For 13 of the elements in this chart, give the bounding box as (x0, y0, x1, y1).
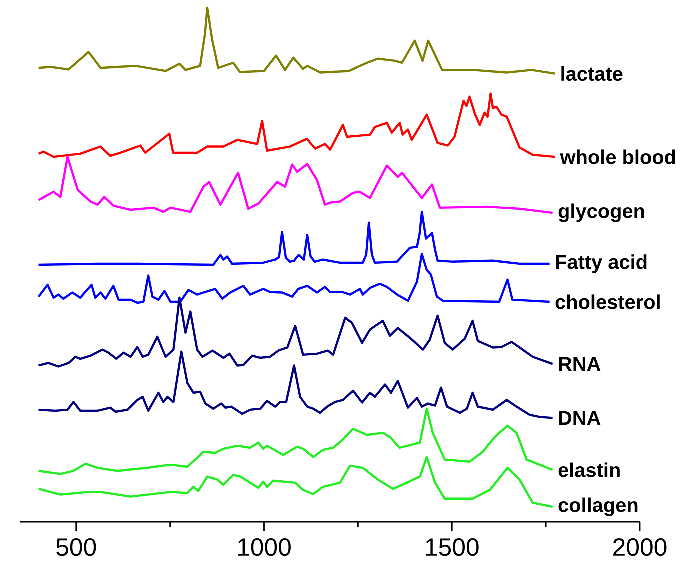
series-label: RNA (559, 357, 601, 372)
series-label: DNA (559, 411, 601, 426)
x-tick-label: 2000 (614, 538, 667, 556)
series-label: lactate (562, 66, 623, 82)
series-label: whole blood (560, 150, 676, 164)
series-label: cholesterol (556, 294, 660, 310)
x-tick-label: 1500 (426, 538, 479, 556)
series-label: elastin (558, 462, 620, 478)
series-label: glycogen (558, 204, 644, 222)
series-label: Fatty acid (556, 254, 647, 274)
x-tick-label: 500 (56, 538, 96, 556)
series-label: collagen (558, 498, 638, 516)
x-tick-label: 1000 (238, 538, 291, 556)
